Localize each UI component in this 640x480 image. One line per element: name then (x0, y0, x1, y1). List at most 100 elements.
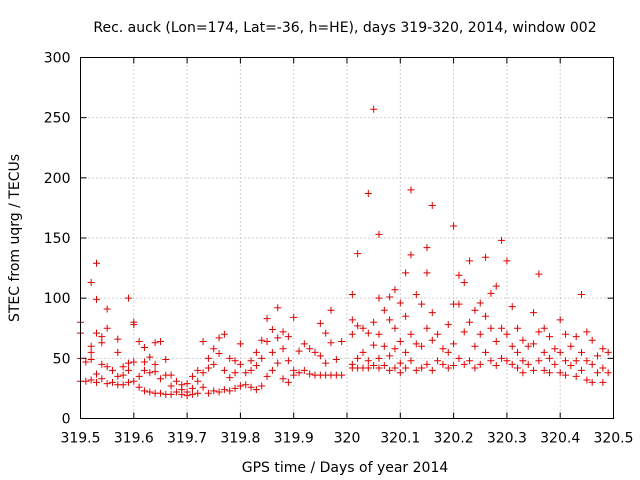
data-point (423, 360, 431, 368)
data-point (284, 378, 292, 386)
data-point (439, 345, 447, 353)
data-point (503, 357, 511, 365)
data-point (423, 244, 431, 252)
data-point (199, 383, 207, 391)
data-point (391, 286, 399, 294)
data-point (258, 354, 266, 362)
data-point (391, 364, 399, 372)
data-point (492, 337, 500, 345)
data-point (380, 342, 388, 350)
data-point (231, 357, 239, 365)
data-point (87, 348, 95, 356)
data-point (604, 369, 612, 377)
data-point (119, 363, 127, 371)
data-point (119, 371, 127, 379)
data-point (82, 377, 90, 385)
data-point (412, 291, 420, 299)
data-point (434, 330, 442, 338)
data-point (135, 337, 143, 345)
data-point (546, 369, 554, 377)
data-point (391, 345, 399, 353)
data-point (306, 345, 314, 353)
data-point (87, 376, 95, 384)
data-point (407, 186, 415, 194)
data-point (460, 360, 468, 368)
data-point (487, 324, 495, 332)
data-point (487, 357, 495, 365)
data-point (167, 390, 175, 398)
data-point (364, 357, 372, 365)
data-point (450, 362, 458, 370)
y-tick-label: 150 (44, 231, 71, 247)
data-point (556, 348, 564, 356)
data-point (290, 313, 298, 321)
data-point (359, 348, 367, 356)
data-point (460, 279, 468, 287)
data-point (412, 366, 420, 374)
data-point (316, 352, 324, 360)
data-point (247, 357, 255, 365)
data-point (364, 189, 372, 197)
data-point (242, 369, 250, 377)
data-point (183, 392, 191, 400)
data-point (290, 371, 298, 379)
data-point (572, 357, 580, 365)
data-point (428, 366, 436, 374)
data-point (220, 386, 228, 394)
data-point (498, 236, 506, 244)
data-point (199, 337, 207, 345)
data-point (263, 337, 271, 345)
data-point (167, 371, 175, 379)
data-point (370, 341, 378, 349)
data-point (204, 354, 212, 362)
data-point (359, 324, 367, 332)
data-point (380, 362, 388, 370)
y-tick-label: 250 (44, 111, 71, 127)
data-point (87, 356, 95, 364)
data-point (124, 294, 132, 302)
data-point (546, 333, 554, 341)
x-tick-label: 319.8 (220, 431, 260, 447)
data-point (476, 299, 484, 307)
data-point (300, 366, 308, 374)
data-point (322, 359, 330, 367)
data-point (503, 330, 511, 338)
x-tick-label: 319.6 (114, 431, 154, 447)
y-axis-tick-labels: 0 50 100 150 200 250 300 (44, 51, 71, 428)
data-point (466, 357, 474, 365)
data-point (348, 330, 356, 338)
data-point (402, 348, 410, 356)
x-tick-label: 319.9 (274, 431, 314, 447)
data-point (535, 328, 543, 336)
data-point (114, 335, 122, 343)
data-points (77, 105, 612, 400)
data-point (519, 336, 527, 344)
data-point (599, 364, 607, 372)
data-point (375, 364, 383, 372)
data-point (444, 364, 452, 372)
data-point (263, 372, 271, 380)
data-point (562, 371, 570, 379)
data-point (583, 328, 591, 336)
data-point (242, 381, 250, 389)
data-point (508, 342, 516, 350)
y-tick-label: 100 (44, 291, 71, 307)
data-point (146, 369, 154, 377)
data-point (492, 362, 500, 370)
data-point (471, 306, 479, 314)
data-point (524, 342, 532, 350)
data-point (546, 354, 554, 362)
data-point (156, 389, 164, 397)
data-point (295, 369, 303, 377)
data-point (370, 105, 378, 113)
data-point (124, 359, 132, 367)
data-point (156, 337, 164, 345)
data-point (386, 316, 394, 324)
data-point (274, 359, 282, 367)
data-point (556, 369, 564, 377)
data-point (135, 372, 143, 380)
data-point (258, 382, 266, 390)
data-point (98, 339, 106, 347)
data-point (295, 347, 303, 355)
